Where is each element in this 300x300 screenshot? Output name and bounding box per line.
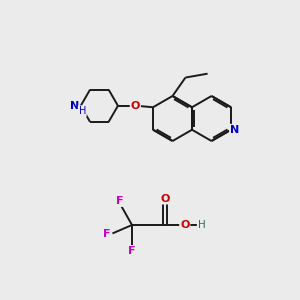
Text: H: H <box>198 220 206 230</box>
Text: N: N <box>70 101 79 111</box>
Text: H: H <box>79 106 86 116</box>
Text: F: F <box>116 196 124 206</box>
Text: O: O <box>160 194 170 204</box>
Text: O: O <box>180 220 190 230</box>
Text: F: F <box>128 246 135 256</box>
Text: N: N <box>230 125 239 135</box>
Text: F: F <box>103 229 111 239</box>
Text: O: O <box>131 101 140 111</box>
